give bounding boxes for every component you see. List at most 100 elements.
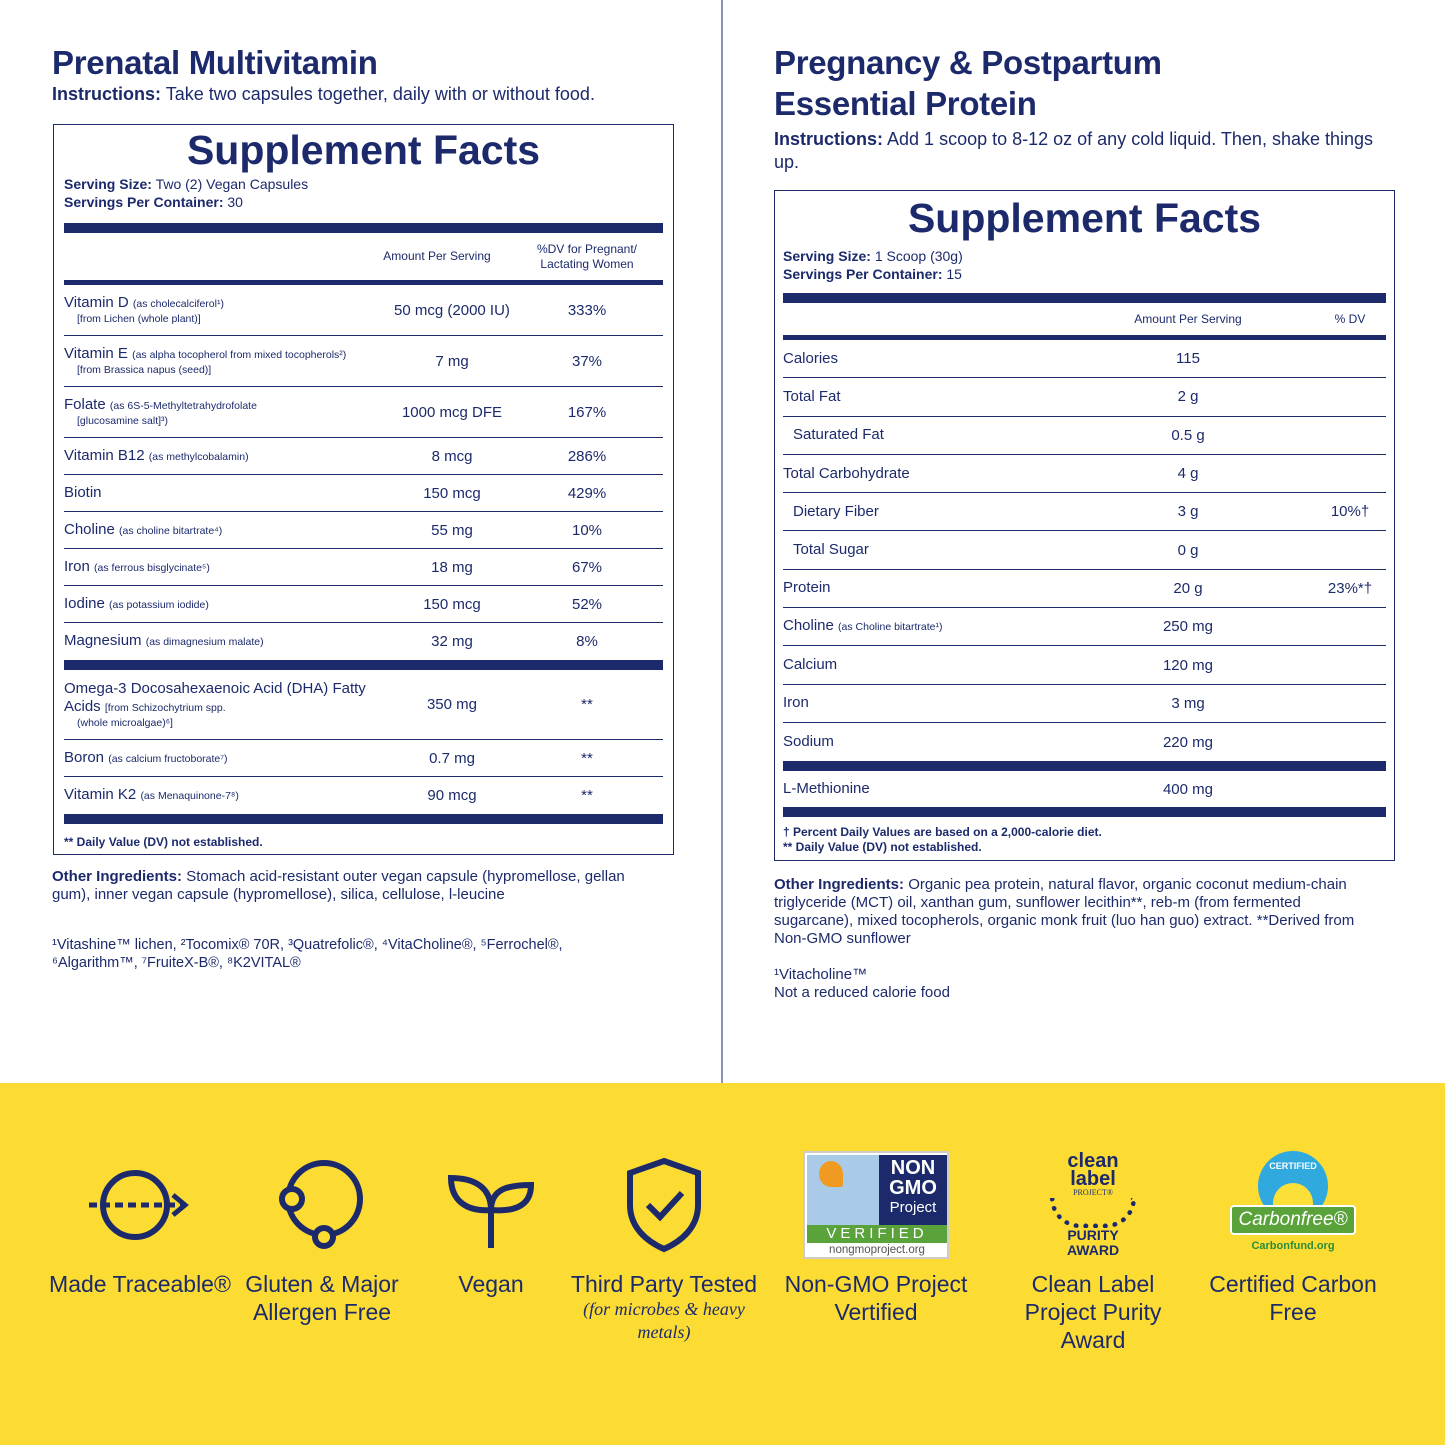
table-row: Vitamin B12 (as methylcobalamin) 8 mcg 286… [64, 438, 663, 475]
right-instructions: Instructions: Add 1 scoop to 8-12 oz of … [774, 129, 1374, 172]
daily-value: 10% [571, 521, 603, 539]
divider-bar [64, 223, 663, 233]
right-supplement-facts: Supplement Facts Serving Size: 1 Scoop (… [774, 190, 1395, 861]
badge-carbonfree: CERTIFIED Carbonfree® Carbonfund.org Cer… [1193, 1140, 1393, 1326]
left-instructions: Instructions: Take two capsules together… [52, 84, 595, 104]
nutrient-name: Vitamin K2 (as Menaquinone-7⁸) [64, 786, 239, 803]
badge-allergen-free: Gluten & Major Allergen Free [222, 1140, 422, 1326]
daily-value: 10%† [1330, 503, 1370, 521]
table-row: Boron (as calcium fructoborate⁷) 0.7 mg ** [64, 740, 663, 777]
nutrient-name: Biotin [64, 484, 102, 501]
left-other-ingredients: Other Ingredients: Stomach acid-resistan… [52, 868, 625, 903]
table-row: Vitamin K2 (as Menaquinone-7⁸) 90 mcg ** [64, 777, 663, 814]
table-row: Total Sugar 0 g [783, 531, 1386, 570]
table-row: Vitamin E (as alpha tocopherol from mixe… [64, 336, 663, 387]
nutrient-name: Dietary Fiber [793, 502, 879, 520]
amount: 3 mg [1171, 694, 1205, 712]
daily-value: 286% [567, 447, 607, 465]
divider-bar [783, 293, 1386, 303]
serving-size: Serving Size: 1 Scoop (30g) [783, 248, 963, 264]
daily-value: ** [581, 787, 593, 804]
amount: 0.5 g [1171, 426, 1205, 444]
table-row: Calories 115 [783, 340, 1386, 379]
table-row: Iron (as ferrous bisglycinate⁵) 18 mg 67% [64, 549, 663, 586]
divider-bar [783, 335, 1386, 340]
col-dv: % DV [1334, 311, 1366, 326]
nutrient-name: L-Methionine [783, 780, 870, 798]
amount: 7 mg [435, 352, 469, 370]
divider-bar [783, 761, 1386, 772]
nutrient-name: Iron (as ferrous bisglycinate⁵) [64, 557, 210, 575]
nutrient-name: Choline (as Choline bitartrate¹) [783, 617, 943, 635]
table-row: Sodium 220 mg [783, 723, 1386, 761]
nutrient-name: Choline (as choline bitartrate⁴) [64, 520, 223, 538]
amount: 0.7 mg [429, 749, 475, 767]
table-row: Folate (as 6S-5-Methyltetrahydrofolate [g… [64, 387, 663, 438]
table-row: Total Fat 2 g [783, 378, 1386, 417]
allergen-free-icon [222, 1140, 422, 1270]
amount: 4 g [1177, 465, 1199, 483]
daily-value: 67% [571, 558, 603, 576]
nutrient-name: Total Carbohydrate [783, 464, 910, 482]
left-title: Prenatal Multivitamin [52, 44, 378, 81]
table-row: Choline (as Choline bitartrate¹) 250 mg [783, 608, 1386, 647]
facts-title: Supplement Facts [186, 127, 541, 173]
amount: 50 mcg (2000 IU) [394, 301, 510, 319]
badge-label: Vegan [458, 1271, 524, 1297]
badge-non-gmo: NON GMO Project VERIFIED nongmoproject.org… [776, 1140, 976, 1326]
nutrient-name: Calories [783, 349, 839, 367]
nutrient-name: Boron (as calcium fructoborate⁷) [64, 748, 228, 766]
facts-title: Supplement Facts [907, 195, 1262, 241]
amount: 120 mg [1162, 656, 1214, 674]
right-title: Pregnancy & Postpartum Essential Protein [774, 44, 1162, 122]
right-note: Not a reduced calorie food [774, 984, 950, 1001]
traceable-arrow-icon [40, 1140, 240, 1270]
badge-label: Certified Carbon Free [1209, 1271, 1377, 1325]
left-other-rows: Omega-3 Docosahexaenoic Acid (DHA) Fatty… [64, 670, 663, 814]
right-other-ingredients: Other Ingredients: Organic pea protein, … [774, 876, 1355, 947]
col-dv: %DV for Pregnant/ Lactating Women [536, 241, 638, 271]
servings-per-container: Servings Per Container: 15 [783, 266, 962, 282]
divider-bar [783, 807, 1386, 818]
daily-value: 333% [567, 301, 607, 319]
sprout-icon [391, 1140, 591, 1270]
non-gmo-logo: NON GMO Project VERIFIED nongmoproject.org [776, 1140, 976, 1270]
left-trademarks: ¹Vitashine™ lichen, ²Tocomix® 70R, ³Quat… [52, 937, 563, 971]
nutrient-name: Folate (as 6S-5-Methyltetrahydrofolate [g… [64, 396, 257, 427]
col-amount: Amount Per Serving [383, 249, 491, 263]
servings-per-container: Servings Per Container: 30 [64, 194, 243, 210]
table-row: Choline (as choline bitartrate⁴) 55 mg 10% [64, 512, 663, 549]
amount: 150 mcg [423, 595, 481, 613]
column-headers: Amount Per Serving % DV [783, 303, 1386, 335]
divider-bar [64, 660, 663, 670]
left-nutrient-rows: Vitamin D (as cholecalciferol¹) [from Lic… [64, 285, 663, 660]
badge-label: Gluten & Major Allergen Free [245, 1271, 399, 1325]
certifications-band [0, 1083, 1445, 1445]
clean-label-logo: clean label PROJECT® PURITY AWARD [993, 1140, 1193, 1270]
left-supplement-facts: Supplement Facts Serving Size: Two (2) V… [53, 124, 674, 855]
nutrient-name: Protein [783, 579, 831, 597]
badge-label: Made Traceable® [49, 1271, 231, 1297]
table-row: Biotin 150 mcg 429% [64, 475, 663, 512]
table-row: L-Methionine 400 mg [783, 771, 1386, 807]
amount: 1000 mcg DFE [401, 403, 503, 421]
amount: 32 mg [431, 633, 473, 650]
badge-label: Third Party Tested [570, 1271, 758, 1297]
protein-section: Pregnancy & Postpartum Essential Protein… [774, 0, 1394, 174]
amount: 115 [1176, 350, 1200, 368]
daily-value: 167% [567, 403, 607, 421]
column-headers: Amount Per Serving %DV for Pregnant/ Lac… [64, 233, 663, 280]
amount: 18 mg [431, 558, 473, 576]
footnote-dv: † Percent Daily Values are based on a 2,… [783, 825, 1102, 840]
table-row: Iodine (as potassium iodide) 150 mcg 52% [64, 586, 663, 623]
nutrient-name: Calcium [783, 656, 838, 674]
daily-value: 52% [571, 595, 603, 613]
divider-bar [64, 814, 663, 824]
badge-made-traceable: Made Traceable® [40, 1140, 240, 1298]
amount: 3 g [1177, 503, 1199, 521]
amount: 0 g [1177, 541, 1199, 559]
table-row: Saturated Fat 0.5 g [783, 417, 1386, 455]
badge-vegan: Vegan [391, 1140, 591, 1298]
table-row: Total Carbohydrate 4 g [783, 455, 1386, 494]
amount: 8 mcg [431, 447, 473, 465]
